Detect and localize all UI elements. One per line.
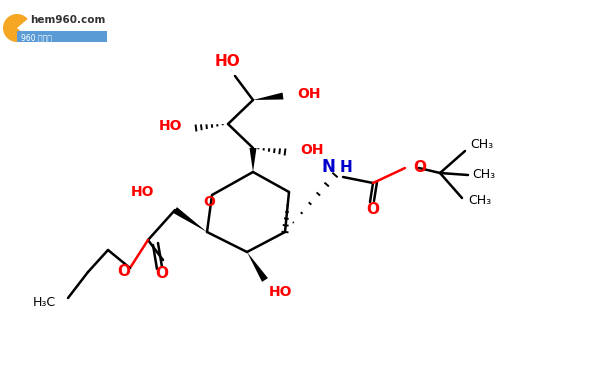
Wedge shape bbox=[3, 14, 28, 42]
Text: O: O bbox=[117, 264, 131, 279]
Bar bbox=[17, 31, 107, 42]
Polygon shape bbox=[249, 148, 257, 172]
Text: HO: HO bbox=[159, 119, 182, 133]
Text: H₃C: H₃C bbox=[33, 297, 56, 309]
Text: O: O bbox=[155, 267, 169, 282]
Text: H: H bbox=[340, 159, 353, 174]
Text: 960 化工网: 960 化工网 bbox=[21, 33, 52, 42]
Text: HO: HO bbox=[131, 185, 155, 199]
Polygon shape bbox=[247, 252, 268, 282]
Polygon shape bbox=[173, 207, 207, 232]
Text: OH: OH bbox=[297, 87, 321, 101]
Text: O: O bbox=[203, 195, 215, 209]
Text: OH: OH bbox=[300, 143, 324, 157]
Text: CH₃: CH₃ bbox=[470, 138, 493, 152]
Polygon shape bbox=[253, 93, 284, 100]
Text: CH₃: CH₃ bbox=[472, 168, 495, 182]
Text: HO: HO bbox=[215, 54, 241, 69]
Text: O: O bbox=[413, 160, 426, 176]
Text: CH₃: CH₃ bbox=[468, 195, 491, 207]
Text: O: O bbox=[367, 202, 379, 217]
Text: hem960.com: hem960.com bbox=[30, 15, 105, 25]
Text: N: N bbox=[321, 158, 335, 176]
Text: HO: HO bbox=[269, 285, 292, 299]
